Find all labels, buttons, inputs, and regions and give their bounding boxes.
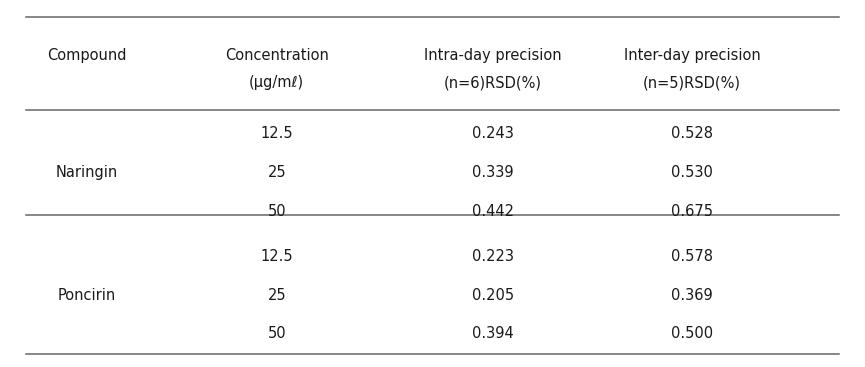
Text: 0.369: 0.369 xyxy=(671,288,713,303)
Text: 50: 50 xyxy=(267,327,286,341)
Text: 12.5: 12.5 xyxy=(260,127,293,141)
Text: 0.442: 0.442 xyxy=(472,204,514,218)
Text: Poncirin: Poncirin xyxy=(57,288,116,303)
Text: Concentration: Concentration xyxy=(225,48,329,62)
Text: 50: 50 xyxy=(267,204,286,218)
Text: 0.675: 0.675 xyxy=(671,204,713,218)
Text: 25: 25 xyxy=(267,288,286,303)
Text: 0.530: 0.530 xyxy=(671,165,713,180)
Text: 12.5: 12.5 xyxy=(260,250,293,264)
Text: 0.243: 0.243 xyxy=(472,127,514,141)
Text: 0.528: 0.528 xyxy=(671,127,713,141)
Text: Intra-day precision: Intra-day precision xyxy=(424,48,562,62)
Text: 0.394: 0.394 xyxy=(472,327,514,341)
Text: 0.500: 0.500 xyxy=(671,327,713,341)
Text: 0.205: 0.205 xyxy=(472,288,514,303)
Text: 0.339: 0.339 xyxy=(472,165,514,180)
Text: Naringin: Naringin xyxy=(55,165,118,180)
Text: Compound: Compound xyxy=(47,48,126,62)
Text: (μg/mℓ): (μg/mℓ) xyxy=(249,75,304,90)
Text: Inter-day precision: Inter-day precision xyxy=(624,48,760,62)
Text: 0.578: 0.578 xyxy=(671,250,713,264)
Text: 0.223: 0.223 xyxy=(472,250,514,264)
Text: (n=5)RSD(%): (n=5)RSD(%) xyxy=(643,75,741,90)
Text: (n=6)RSD(%): (n=6)RSD(%) xyxy=(444,75,542,90)
Text: 25: 25 xyxy=(267,165,286,180)
